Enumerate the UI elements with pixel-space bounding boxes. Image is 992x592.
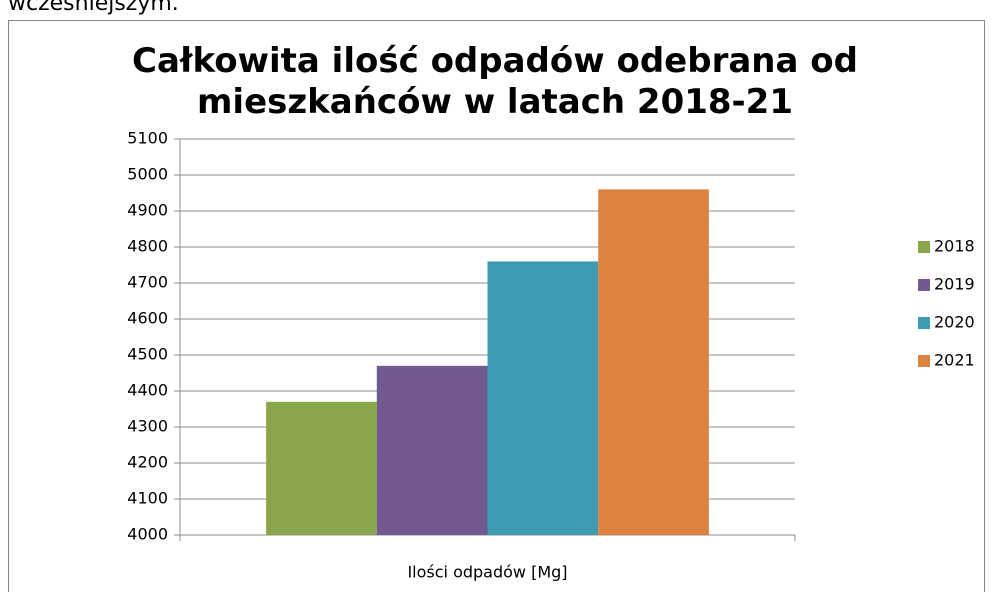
bar	[598, 189, 709, 535]
y-tick-label: 4400	[127, 381, 168, 400]
y-tick-label: 5100	[127, 129, 168, 148]
y-tick-label: 4500	[127, 345, 168, 364]
x-tick-label: Ilości odpadów [Mg]	[407, 563, 567, 582]
chart-title: Całkowita ilość odpadów odebrana od miesz…	[132, 41, 858, 122]
y-tick-label: 5000	[127, 165, 168, 184]
bar	[487, 261, 599, 535]
legend-label: 2019	[934, 275, 975, 294]
y-tick-label: 4600	[127, 309, 168, 328]
legend-label: 2018	[934, 237, 975, 256]
y-tick-label: 4300	[127, 417, 168, 436]
y-tick-label: 4100	[127, 489, 168, 508]
y-tick-label: 4800	[127, 237, 168, 256]
legend-swatch	[918, 317, 930, 329]
legend-swatch	[918, 279, 930, 291]
legend-label: 2021	[934, 351, 975, 370]
bar	[266, 401, 377, 535]
legend-swatch	[918, 355, 930, 367]
legend-label: 2020	[934, 313, 975, 332]
legend-swatch	[918, 241, 930, 253]
context-text: wcześniejszym.	[8, 0, 179, 16]
y-tick-label: 4900	[127, 201, 168, 220]
y-tick-label: 4700	[127, 273, 168, 292]
y-tick-label: 4000	[127, 525, 168, 544]
bar	[376, 365, 488, 535]
y-tick-label: 4200	[127, 453, 168, 472]
